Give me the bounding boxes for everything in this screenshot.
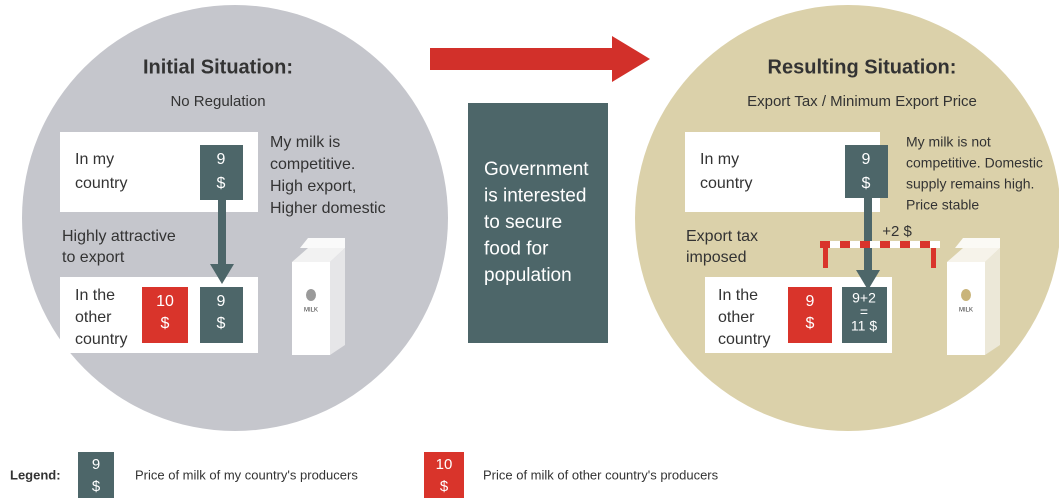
- price-chip: [142, 287, 188, 343]
- title: Initial Situation:: [143, 56, 293, 78]
- center-text: population: [484, 265, 572, 286]
- price-text: $: [92, 478, 101, 495]
- label: country: [718, 331, 770, 348]
- price-text: $: [862, 175, 871, 192]
- note: Price stable: [906, 197, 979, 213]
- price-text: 11 $: [851, 318, 877, 334]
- barrier: [820, 241, 940, 268]
- price-text: $: [217, 175, 226, 192]
- legend-title: Legend:: [10, 467, 61, 482]
- arrow-shaft: [218, 200, 226, 266]
- center-box: [468, 103, 608, 343]
- label: In the: [718, 287, 758, 304]
- milk-carton: [292, 238, 345, 355]
- note: Higher domestic: [270, 200, 386, 217]
- price-text: $: [440, 478, 449, 495]
- price-text: =: [860, 304, 868, 320]
- note: My milk is: [270, 134, 340, 151]
- label: In my: [75, 151, 114, 168]
- subtitle: Export Tax / Minimum Export Price: [747, 93, 977, 110]
- price-chip: [842, 287, 887, 343]
- label: In the: [75, 287, 115, 304]
- center-text: food for: [484, 239, 549, 260]
- price-text: $: [161, 315, 170, 332]
- arrow-head: [210, 264, 234, 284]
- tax-label: +2 $: [882, 223, 912, 240]
- price-text: 9: [217, 293, 226, 310]
- price-chip: [845, 145, 888, 198]
- label: country: [700, 175, 752, 192]
- label: Export tax: [686, 228, 758, 245]
- note: supply remains high.: [906, 176, 1034, 192]
- note: competitive. Domestic: [906, 155, 1043, 171]
- note: High export,: [270, 178, 356, 195]
- red-arrow: [430, 36, 650, 82]
- label: country: [75, 175, 127, 192]
- arrow-head: [856, 270, 880, 290]
- price-text: 10: [156, 293, 174, 310]
- price-text: 9+2: [852, 290, 876, 306]
- label: to export: [62, 249, 125, 266]
- title: Resulting Situation:: [768, 56, 957, 78]
- subtitle: No Regulation: [170, 93, 265, 110]
- carton-label: MILK: [304, 308, 318, 314]
- label: In my: [700, 151, 739, 168]
- price-chip: [788, 287, 832, 343]
- milk-carton: [947, 238, 1000, 355]
- center-text: to secure: [484, 212, 562, 233]
- price-text: 9: [217, 151, 226, 168]
- price-chip: [200, 287, 243, 343]
- center-text: is interested: [484, 186, 586, 207]
- carton-label: MILK: [959, 308, 973, 314]
- label: imposed: [686, 249, 746, 266]
- price-text: $: [217, 315, 226, 332]
- note: competitive.: [270, 156, 355, 173]
- note: My milk is not: [906, 134, 991, 150]
- label: country: [75, 331, 127, 348]
- price-chip: [78, 452, 114, 498]
- price-chip: [200, 145, 243, 200]
- arrow-shaft: [864, 198, 872, 272]
- label: Highly attractive: [62, 228, 176, 245]
- price-text: 9: [806, 293, 815, 310]
- price-text: 9: [862, 151, 871, 168]
- label: other: [75, 309, 112, 326]
- price-text: $: [806, 315, 815, 332]
- legend-text: Price of milk of other country's produce…: [483, 467, 719, 482]
- price-text: 9: [92, 456, 100, 473]
- price-chip: [424, 452, 464, 498]
- price-text: 10: [436, 456, 453, 473]
- legend-text: Price of milk of my country's producers: [135, 467, 358, 482]
- label: other: [718, 309, 755, 326]
- center-text: Government: [484, 159, 589, 180]
